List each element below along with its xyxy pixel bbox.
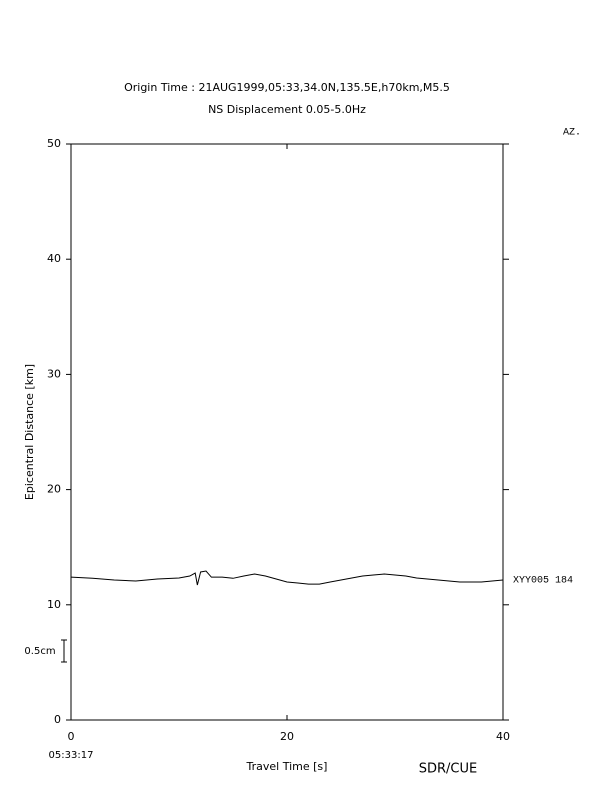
y-tick-label: 10 [47,598,61,611]
y-tick-label: 30 [47,367,61,380]
plot-frame [70,143,504,721]
trace-label: XYY005 184 [513,576,573,587]
y-tick-label: 20 [47,483,61,496]
x-tick-label: 20 [280,730,294,743]
chart-title: Origin Time : 21AUG1999,05:33,34.0N,135.… [124,81,450,94]
y-tick-label: 50 [47,137,61,150]
y-axis-label: Epicentral Distance [km] [23,364,36,500]
y-tick-label: 0 [54,713,61,726]
footer: SDR/CUE [419,762,477,777]
scale-label: 0.5cm [24,646,55,657]
y-tick-label: 40 [47,252,61,265]
scale-bar [61,639,67,663]
x-tick-label: 0 [68,730,75,743]
x-axis-label: Travel Time [s] [246,760,328,773]
x-tick-label: 40 [496,730,510,743]
trace [70,570,504,586]
chart-subtitle: NS Displacement 0.05-5.0Hz [208,103,366,116]
start-time: 05:33:17 [49,750,94,761]
corner-label: AZ. [563,128,581,139]
